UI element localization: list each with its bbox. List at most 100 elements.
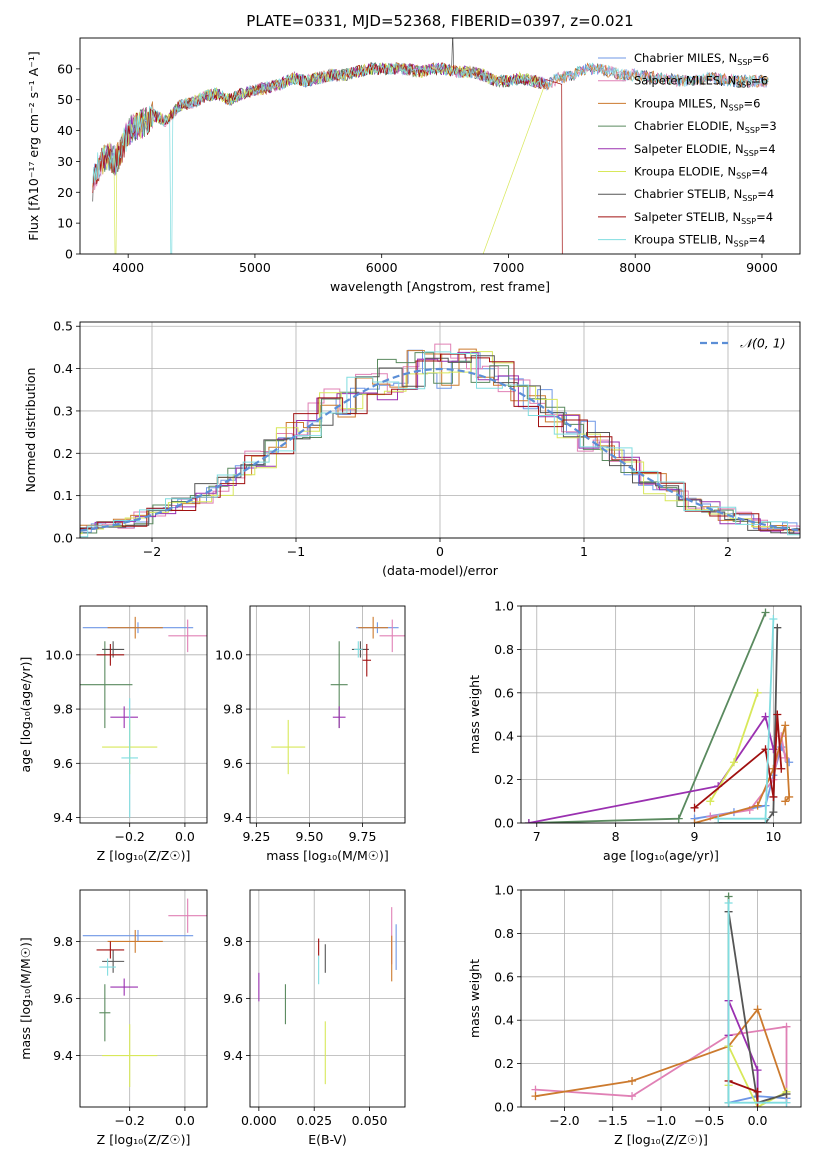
x-tick-label: −2.0 bbox=[549, 1113, 579, 1128]
x-tick-label: 9 bbox=[691, 829, 699, 844]
x-tick-label: −0.5 bbox=[694, 1113, 724, 1128]
x-tick-label: 7000 bbox=[493, 260, 525, 275]
panel-weight-vs-age: 7 8 9 10 0.0 0.2 0.4 0.6 0.8 1.0 age [log₁₀(age/yr… bbox=[467, 599, 802, 863]
weight-marker bbox=[729, 758, 738, 767]
y-axis-label: Normed distribution bbox=[23, 368, 38, 493]
y-tick-label: 0.0 bbox=[494, 816, 514, 831]
panel-age-vs-mass: 9.25 9.50 9.75 9.4 9.6 9.8 10.0 mass [log₁₀(M/M… bbox=[215, 605, 406, 863]
axes-frame bbox=[79, 889, 208, 1108]
y-tick-label: 9.4 bbox=[53, 1048, 73, 1063]
y-tick-label: 0.1 bbox=[53, 488, 73, 503]
plot-area bbox=[271, 616, 405, 775]
x-tick-label: 0.0 bbox=[175, 829, 195, 844]
plot-area bbox=[92, 38, 769, 254]
panel-residuals: −2 −1 0 1 2 0.0 0.1 0.2 0.3 0.4 0.5 (data-model)/er… bbox=[23, 319, 801, 578]
y-tick-label: 9.8 bbox=[53, 934, 73, 949]
point-5 bbox=[110, 706, 138, 729]
axes-frame bbox=[520, 889, 802, 1108]
x-tick-label: 10 bbox=[765, 829, 781, 844]
point-3 bbox=[358, 616, 389, 639]
legend-entry: Chabrier ELODIE, NSSP=3 bbox=[634, 119, 777, 135]
panel-mass-vs-Z: −0.2 0.0 9.4 9.6 9.8 Z [log₁₀(Z/Z☉)] mass [log… bbox=[18, 889, 208, 1147]
y-axis-label: mass weight bbox=[467, 675, 482, 754]
weight-marker bbox=[724, 899, 733, 908]
spectrum-legend: Chabrier MILES, NSSP=6 Salpeter MILES, NS… bbox=[598, 51, 777, 249]
x-tick-label: 5000 bbox=[239, 260, 271, 275]
legend-entry: 𝒩(0, 1) bbox=[740, 336, 786, 351]
x-tick-label: 0.025 bbox=[296, 1113, 332, 1128]
point-8 bbox=[96, 941, 125, 959]
point-5 bbox=[110, 978, 138, 996]
weight-marker bbox=[761, 608, 770, 617]
x-tick-label: 8000 bbox=[619, 260, 651, 275]
y-axis-label: age [log₁₀(age/yr)] bbox=[18, 657, 33, 773]
y-tick-label: 9.8 bbox=[223, 934, 243, 949]
x-tick-label: 9.75 bbox=[349, 829, 377, 844]
weight-series-2 bbox=[706, 732, 790, 821]
weight-marker bbox=[753, 688, 762, 697]
x-tick-label: 0.0 bbox=[175, 1113, 195, 1128]
point-3 bbox=[107, 616, 163, 639]
weight-marker bbox=[628, 1076, 637, 1085]
weight-marker bbox=[777, 764, 786, 773]
y-axis-label: mass weight bbox=[467, 959, 482, 1038]
weight-marker bbox=[714, 814, 723, 823]
point-2 bbox=[168, 619, 207, 653]
x-tick-label: 1 bbox=[580, 544, 588, 559]
y-tick-label: 20 bbox=[57, 185, 73, 200]
point-6 bbox=[271, 719, 306, 775]
weight-marker bbox=[769, 808, 778, 817]
weight-marker bbox=[706, 797, 715, 806]
x-axis-label: Z [log₁₀(Z/Z☉)] bbox=[614, 1132, 708, 1147]
y-tick-label: 10.0 bbox=[45, 647, 73, 662]
weight-marker bbox=[531, 1092, 540, 1101]
panel-mass-vs-EBV: 0.000 0.025 0.050 9.4 9.6 9.8 E(B-V) bbox=[223, 889, 406, 1147]
axes-frame bbox=[249, 889, 406, 1108]
point-8 bbox=[362, 643, 372, 677]
y-tick-label: 0.2 bbox=[494, 772, 514, 787]
point-9 bbox=[99, 958, 116, 976]
y-tick-label: 0 bbox=[65, 247, 73, 262]
weight-marker bbox=[753, 1087, 762, 1096]
weight-marker bbox=[781, 721, 790, 730]
y-tick-label: 0.4 bbox=[494, 1013, 514, 1028]
weight-marker bbox=[781, 797, 790, 806]
y-tick-label: 9.6 bbox=[223, 756, 243, 771]
x-tick-label: −1 bbox=[287, 544, 305, 559]
point-4 bbox=[80, 641, 133, 729]
x-tick-label: 9.50 bbox=[296, 829, 324, 844]
legend-entry: Kroupa ELODIE, NSSP=4 bbox=[634, 165, 768, 181]
plot-area bbox=[258, 907, 397, 1085]
x-axis-label: mass [log₁₀(M/M☉)] bbox=[266, 848, 388, 863]
x-tick-label: 9000 bbox=[746, 260, 778, 275]
x-tick-label: −1.0 bbox=[646, 1113, 676, 1128]
x-tick-label: 8 bbox=[612, 829, 620, 844]
panel-spectrum: 4000 5000 6000 7000 8000 9000 0 10 20 30 40 50 60 wav… bbox=[26, 37, 801, 294]
y-tick-label: 0.8 bbox=[494, 642, 514, 657]
point-7 bbox=[102, 949, 125, 973]
weight-marker bbox=[674, 814, 683, 823]
histogram-9 bbox=[80, 351, 800, 538]
weight-marker bbox=[524, 819, 533, 823]
weight-series-9 bbox=[714, 615, 778, 823]
x-tick-label: −0.2 bbox=[115, 829, 145, 844]
plot-area bbox=[80, 343, 800, 538]
y-tick-label: 9.4 bbox=[53, 810, 73, 825]
x-tick-label: −1.5 bbox=[598, 1113, 628, 1128]
weight-marker bbox=[753, 1066, 762, 1075]
normal-curve bbox=[80, 367, 800, 532]
plot-area bbox=[531, 892, 791, 1107]
x-tick-label: 6000 bbox=[366, 260, 398, 275]
plot-area bbox=[80, 616, 207, 818]
point-2 bbox=[168, 898, 207, 933]
weight-series-4 bbox=[524, 608, 770, 823]
x-axis-label: age [log₁₀(age/yr)] bbox=[603, 848, 719, 863]
x-axis-label: E(B-V) bbox=[308, 1132, 347, 1147]
axes-frame bbox=[79, 605, 208, 824]
y-axis-label: mass [log₁₀(M/M☉)] bbox=[18, 937, 33, 1059]
y-tick-label: 0.0 bbox=[494, 1100, 514, 1115]
legend-entry: Kroupa MILES, NSSP=6 bbox=[634, 96, 760, 112]
weight-series-6 bbox=[706, 688, 762, 806]
histogram-4 bbox=[80, 352, 800, 535]
